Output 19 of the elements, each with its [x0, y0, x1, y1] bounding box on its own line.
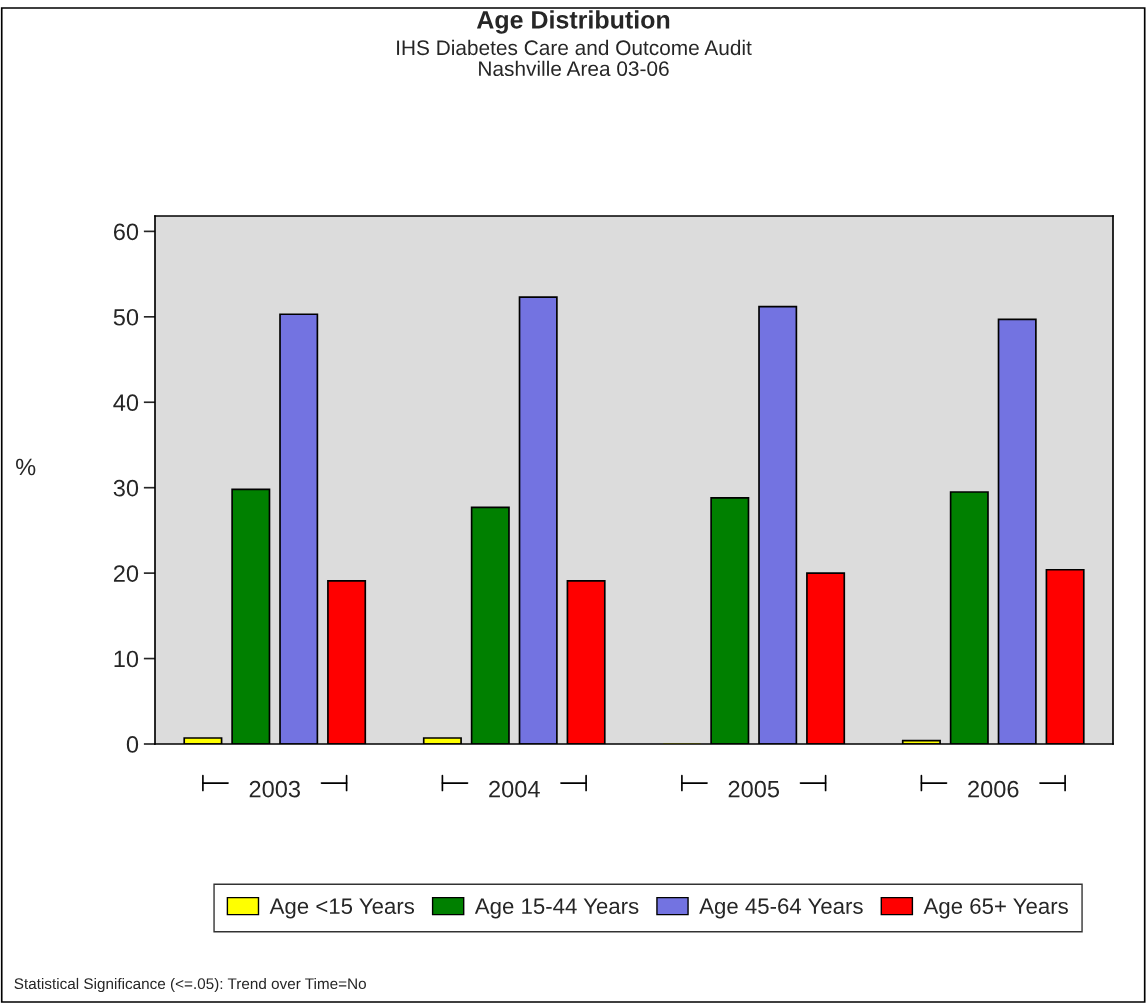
y-tick-label: 0	[126, 736, 139, 753]
legend-label: Age <15 Years	[269, 898, 415, 919]
x-tick-label: 2006	[968, 780, 1019, 798]
x-tick-label: 2004	[489, 780, 540, 798]
legend-label: Age 45-64 Years	[699, 898, 863, 919]
chart-title: Age Distribution	[476, 10, 670, 34]
legend-label: Age 15-44 Years	[474, 898, 639, 919]
y-tick-label: 60	[113, 223, 139, 241]
legend-label: Age 65+ Years	[923, 898, 1068, 919]
x-tick-label: 2003	[249, 780, 300, 798]
y-tick-label: 50	[113, 308, 139, 326]
y-tick-label: 20	[113, 565, 139, 582]
chart-subtitle: IHS Diabetes Care and Outcome Audit Nashville Area 03-06	[397, 39, 752, 77]
y-axis-title: %	[16, 458, 36, 476]
y-tick-label: 10	[114, 650, 139, 668]
y-tick-label: 30	[113, 479, 139, 497]
y-tick-label: 40	[113, 394, 139, 412]
x-tick-label: 2005	[728, 780, 780, 798]
text: Statistical Significance (<=.05): Trend over Time=No	[14, 977, 366, 993]
